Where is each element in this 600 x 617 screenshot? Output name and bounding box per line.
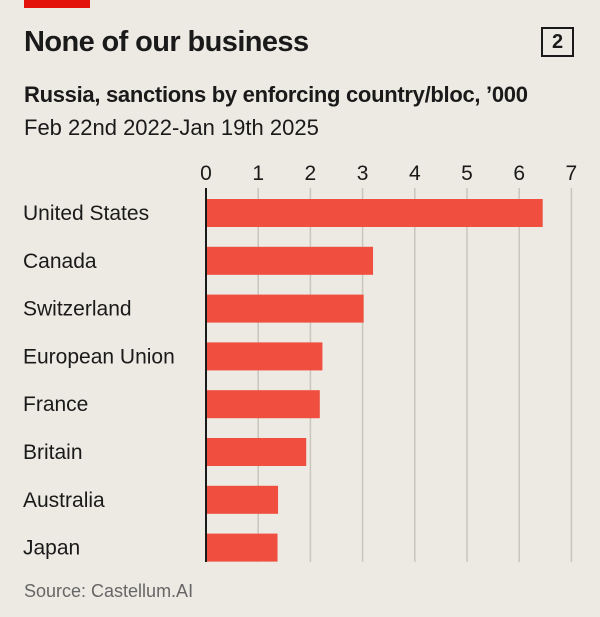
gridlines [257,188,573,562]
category-label: European Union [23,345,175,368]
x-tick-label: 2 [305,162,317,185]
category-label: Australia [23,489,105,512]
bar [206,246,374,275]
category-label: United States [23,202,149,225]
date-range: Feb 22nd 2022-Jan 19th 2025 [24,115,319,140]
chart-subtitle: Russia, sanctions by enforcing country/b… [24,82,528,107]
x-tick-label: 4 [409,162,421,185]
category-label: Japan [23,537,80,560]
chart-number-badge: 2 [541,27,574,57]
x-tick-label: 0 [200,162,212,185]
category-label: Canada [23,250,97,273]
accent-tag [24,0,90,8]
bar [206,390,320,419]
category-label: France [23,393,88,416]
bar-chart: United States Canada Switzerland European U… [23,162,577,562]
category-label: Britain [23,441,83,464]
bars [206,199,543,562]
source-note: Source: Castellum.AI [24,581,194,601]
x-tick-labels: 0 1 2 3 4 5 6 7 [200,162,577,185]
x-tick-label: 7 [566,162,578,185]
bar [206,294,364,323]
x-tick-label: 1 [252,162,264,185]
x-tick-label: 5 [461,162,473,185]
chart-title: None of our business [24,26,309,58]
category-labels: United States Canada Switzerland European U… [23,202,175,560]
x-tick-label: 6 [513,162,525,185]
bar [206,342,323,371]
bar [206,485,279,514]
bar [206,438,307,466]
x-tick-label: 3 [357,162,369,185]
bar [206,533,278,562]
category-label: Switzerland [23,298,132,321]
bar [206,199,543,227]
